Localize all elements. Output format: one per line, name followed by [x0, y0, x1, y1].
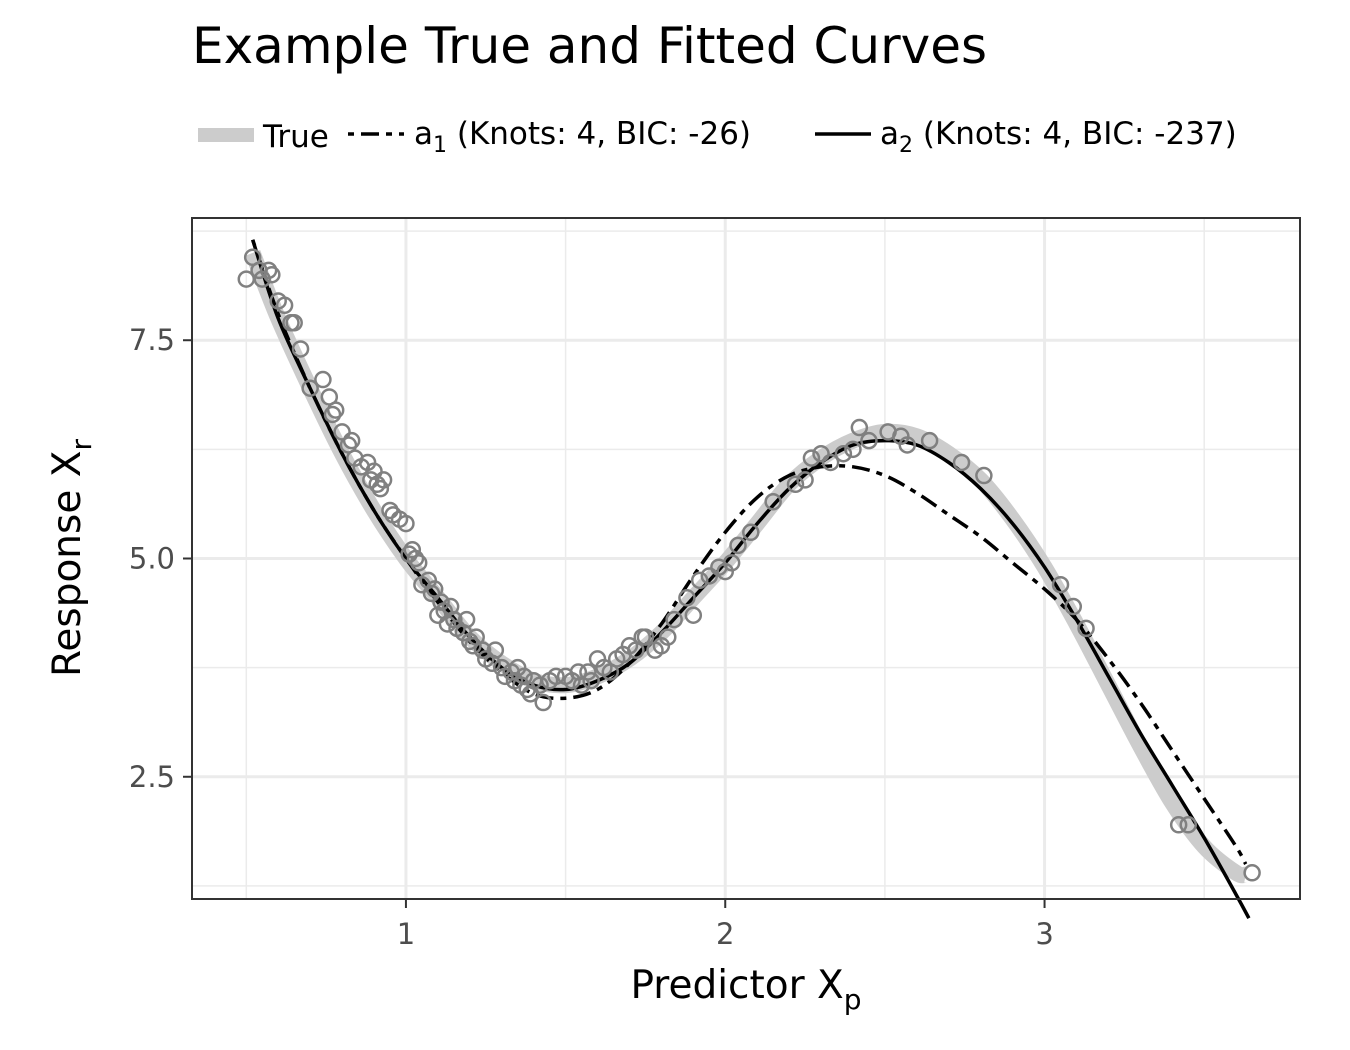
series-layer	[245, 239, 1251, 920]
data-point	[422, 584, 441, 603]
data-point	[1169, 816, 1188, 834]
data-point	[834, 444, 853, 463]
data-point	[678, 589, 696, 607]
y-tick-label-2: 7.5	[129, 323, 175, 357]
data-point	[1077, 619, 1095, 638]
data-point	[381, 501, 399, 520]
data-point	[684, 606, 703, 624]
data-point	[1064, 597, 1083, 616]
data-point	[722, 554, 741, 572]
data-point	[464, 637, 482, 655]
data-point	[659, 628, 677, 646]
data-point	[486, 641, 505, 659]
data-point	[729, 536, 747, 555]
data-point	[796, 471, 814, 489]
data-point	[409, 554, 428, 572]
data-point	[579, 663, 597, 681]
data-point	[259, 261, 278, 280]
data-point	[821, 453, 840, 472]
data-point	[323, 405, 342, 424]
x-axis-title-base: Predictor X	[630, 963, 843, 1008]
data-point	[844, 440, 862, 459]
data-point	[812, 444, 830, 463]
legend-label-a2: a2 (Knots: 4, BIC: -237)	[880, 116, 1237, 158]
data-point	[582, 671, 600, 690]
data-point	[275, 296, 294, 315]
points-layer	[237, 248, 1261, 882]
data-point	[850, 418, 869, 437]
legend-label-a1: a1 (Knots: 4, BIC: -26)	[414, 116, 751, 158]
data-point	[326, 401, 345, 419]
data-point	[534, 693, 552, 712]
data-point	[802, 449, 821, 467]
data-point	[397, 514, 415, 533]
series-line-a2	[251, 239, 1251, 920]
data-point	[952, 453, 971, 472]
data-point	[786, 475, 805, 494]
data-point	[473, 641, 492, 659]
data-point	[445, 610, 463, 629]
y-tick-label-0: 2.5	[129, 760, 175, 794]
y-axis-title-base: Response X	[45, 451, 90, 677]
series-line-a1	[251, 239, 1248, 865]
legend-label-a1-sub: 1	[433, 133, 447, 158]
data-point	[531, 676, 549, 694]
x-axis-title-sub: p	[844, 983, 862, 1016]
data-point	[547, 667, 565, 686]
legend-label-a1-base: a	[414, 116, 433, 152]
x-axis-title: Predictor Xp	[630, 963, 861, 1016]
data-point	[920, 431, 939, 450]
legend-label-true: True	[262, 119, 329, 155]
data-point	[764, 493, 782, 511]
data-point	[1243, 864, 1261, 882]
data-point	[342, 431, 361, 450]
y-axis-title-sub: r	[65, 439, 98, 451]
legend-label-a2-base: a	[880, 116, 899, 152]
data-point	[301, 379, 319, 397]
data-point	[432, 593, 450, 611]
data-point	[665, 610, 683, 629]
legend-label-a2-suffix: (Knots: 4, BIC: -237)	[913, 116, 1237, 152]
data-point	[371, 479, 390, 498]
y-tick-label-1: 5.0	[129, 542, 175, 576]
y-axis-title: Response Xr	[45, 439, 98, 677]
legend: True a1 (Knots: 4, BIC: -26) a2 (Knots: …	[198, 116, 1237, 158]
x-tick-label-0: 1	[397, 917, 415, 951]
data-point	[374, 471, 393, 489]
data-point	[690, 571, 709, 590]
data-point	[314, 370, 332, 389]
x-tick-label-2: 3	[1035, 917, 1053, 951]
data-point	[700, 567, 719, 585]
x-axis-ticks: 1 2 3	[397, 899, 1054, 951]
data-point	[406, 549, 425, 568]
data-point	[975, 466, 993, 485]
data-point	[898, 436, 917, 454]
data-point	[457, 610, 476, 629]
data-point	[1179, 816, 1197, 834]
y-axis-ticks: 2.5 5.0 7.5	[129, 323, 192, 794]
data-point	[1051, 575, 1070, 594]
data-point	[742, 523, 760, 542]
legend-label-a2-sub: 2	[899, 133, 913, 158]
data-point	[263, 266, 281, 284]
data-point	[285, 314, 303, 332]
chart-title: Example True and Fitted Curves	[192, 17, 987, 75]
data-point	[291, 340, 310, 358]
data-point	[860, 431, 878, 450]
x-tick-label-1: 2	[716, 917, 734, 951]
data-point	[636, 628, 655, 646]
legend-label-a1-suffix: (Knots: 4, BIC: -26)	[447, 116, 751, 152]
